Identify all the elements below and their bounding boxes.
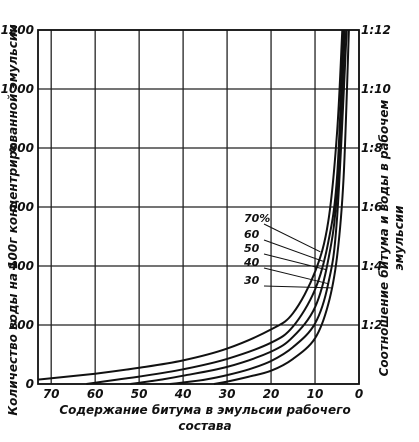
- y-tick-label: 1000: [1, 82, 34, 96]
- series-leader-line: [263, 285, 332, 289]
- series-leader-line: [263, 253, 326, 271]
- series-line: [130, 29, 346, 385]
- series-label: 50: [244, 242, 260, 255]
- x-tick-label: 70: [43, 387, 60, 401]
- tick-labels: 70 60 50 40 30 20 10 00200400600800100012001:21…: [1, 23, 391, 401]
- series-label: 40: [243, 256, 260, 269]
- grid: [37, 29, 360, 385]
- x-tick-label: 0: [355, 387, 363, 401]
- right-tick-label: 1:8: [361, 141, 383, 155]
- x-axis-label-line-2: состава: [178, 419, 231, 433]
- series-label: 60: [244, 228, 260, 241]
- x-tick-label: 30: [219, 387, 236, 401]
- right-tick-label: 1:12: [361, 23, 391, 37]
- series-line: [169, 29, 348, 385]
- series-label: 30: [244, 274, 260, 287]
- right-tick-label: 1:10: [361, 82, 391, 96]
- series-label: 70%: [244, 212, 270, 225]
- plot-frame: [37, 29, 360, 385]
- series-leader-line: [263, 239, 324, 262]
- x-tick-label: 10: [307, 387, 324, 401]
- x-tick-label: 50: [131, 387, 148, 401]
- y-tick-label: 600: [9, 200, 34, 214]
- series-leader-line: [263, 223, 321, 253]
- series-leader-line: [263, 267, 329, 285]
- x-tick-label: 40: [174, 387, 192, 401]
- series-line: [213, 29, 350, 385]
- y-axis-label: Количество воды на 100г концентрированно…: [6, 24, 20, 416]
- right-tick-label: 1:2: [361, 318, 383, 332]
- series-line: [37, 29, 344, 381]
- series-lines: [37, 29, 350, 385]
- x-tick-label: 60: [87, 387, 104, 401]
- right-axis-label-line-2: эмульсии: [392, 205, 406, 271]
- y-tick-label: 200: [9, 318, 34, 332]
- y-tick-label: 1200: [1, 23, 34, 37]
- x-tick-label: 20: [263, 387, 280, 401]
- y-tick-label: 0: [26, 377, 34, 391]
- y-tick-label: 800: [9, 141, 34, 155]
- right-tick-label: 1:4: [361, 259, 383, 273]
- series-line: [86, 29, 345, 385]
- right-tick-label: 1:6: [361, 200, 383, 214]
- right-axis-label: Соотношение битума и воды в рабочем: [377, 99, 391, 376]
- y-tick-label: 400: [8, 259, 34, 273]
- x-axis-label: Содержание битума в эмульсии рабочего: [59, 403, 350, 417]
